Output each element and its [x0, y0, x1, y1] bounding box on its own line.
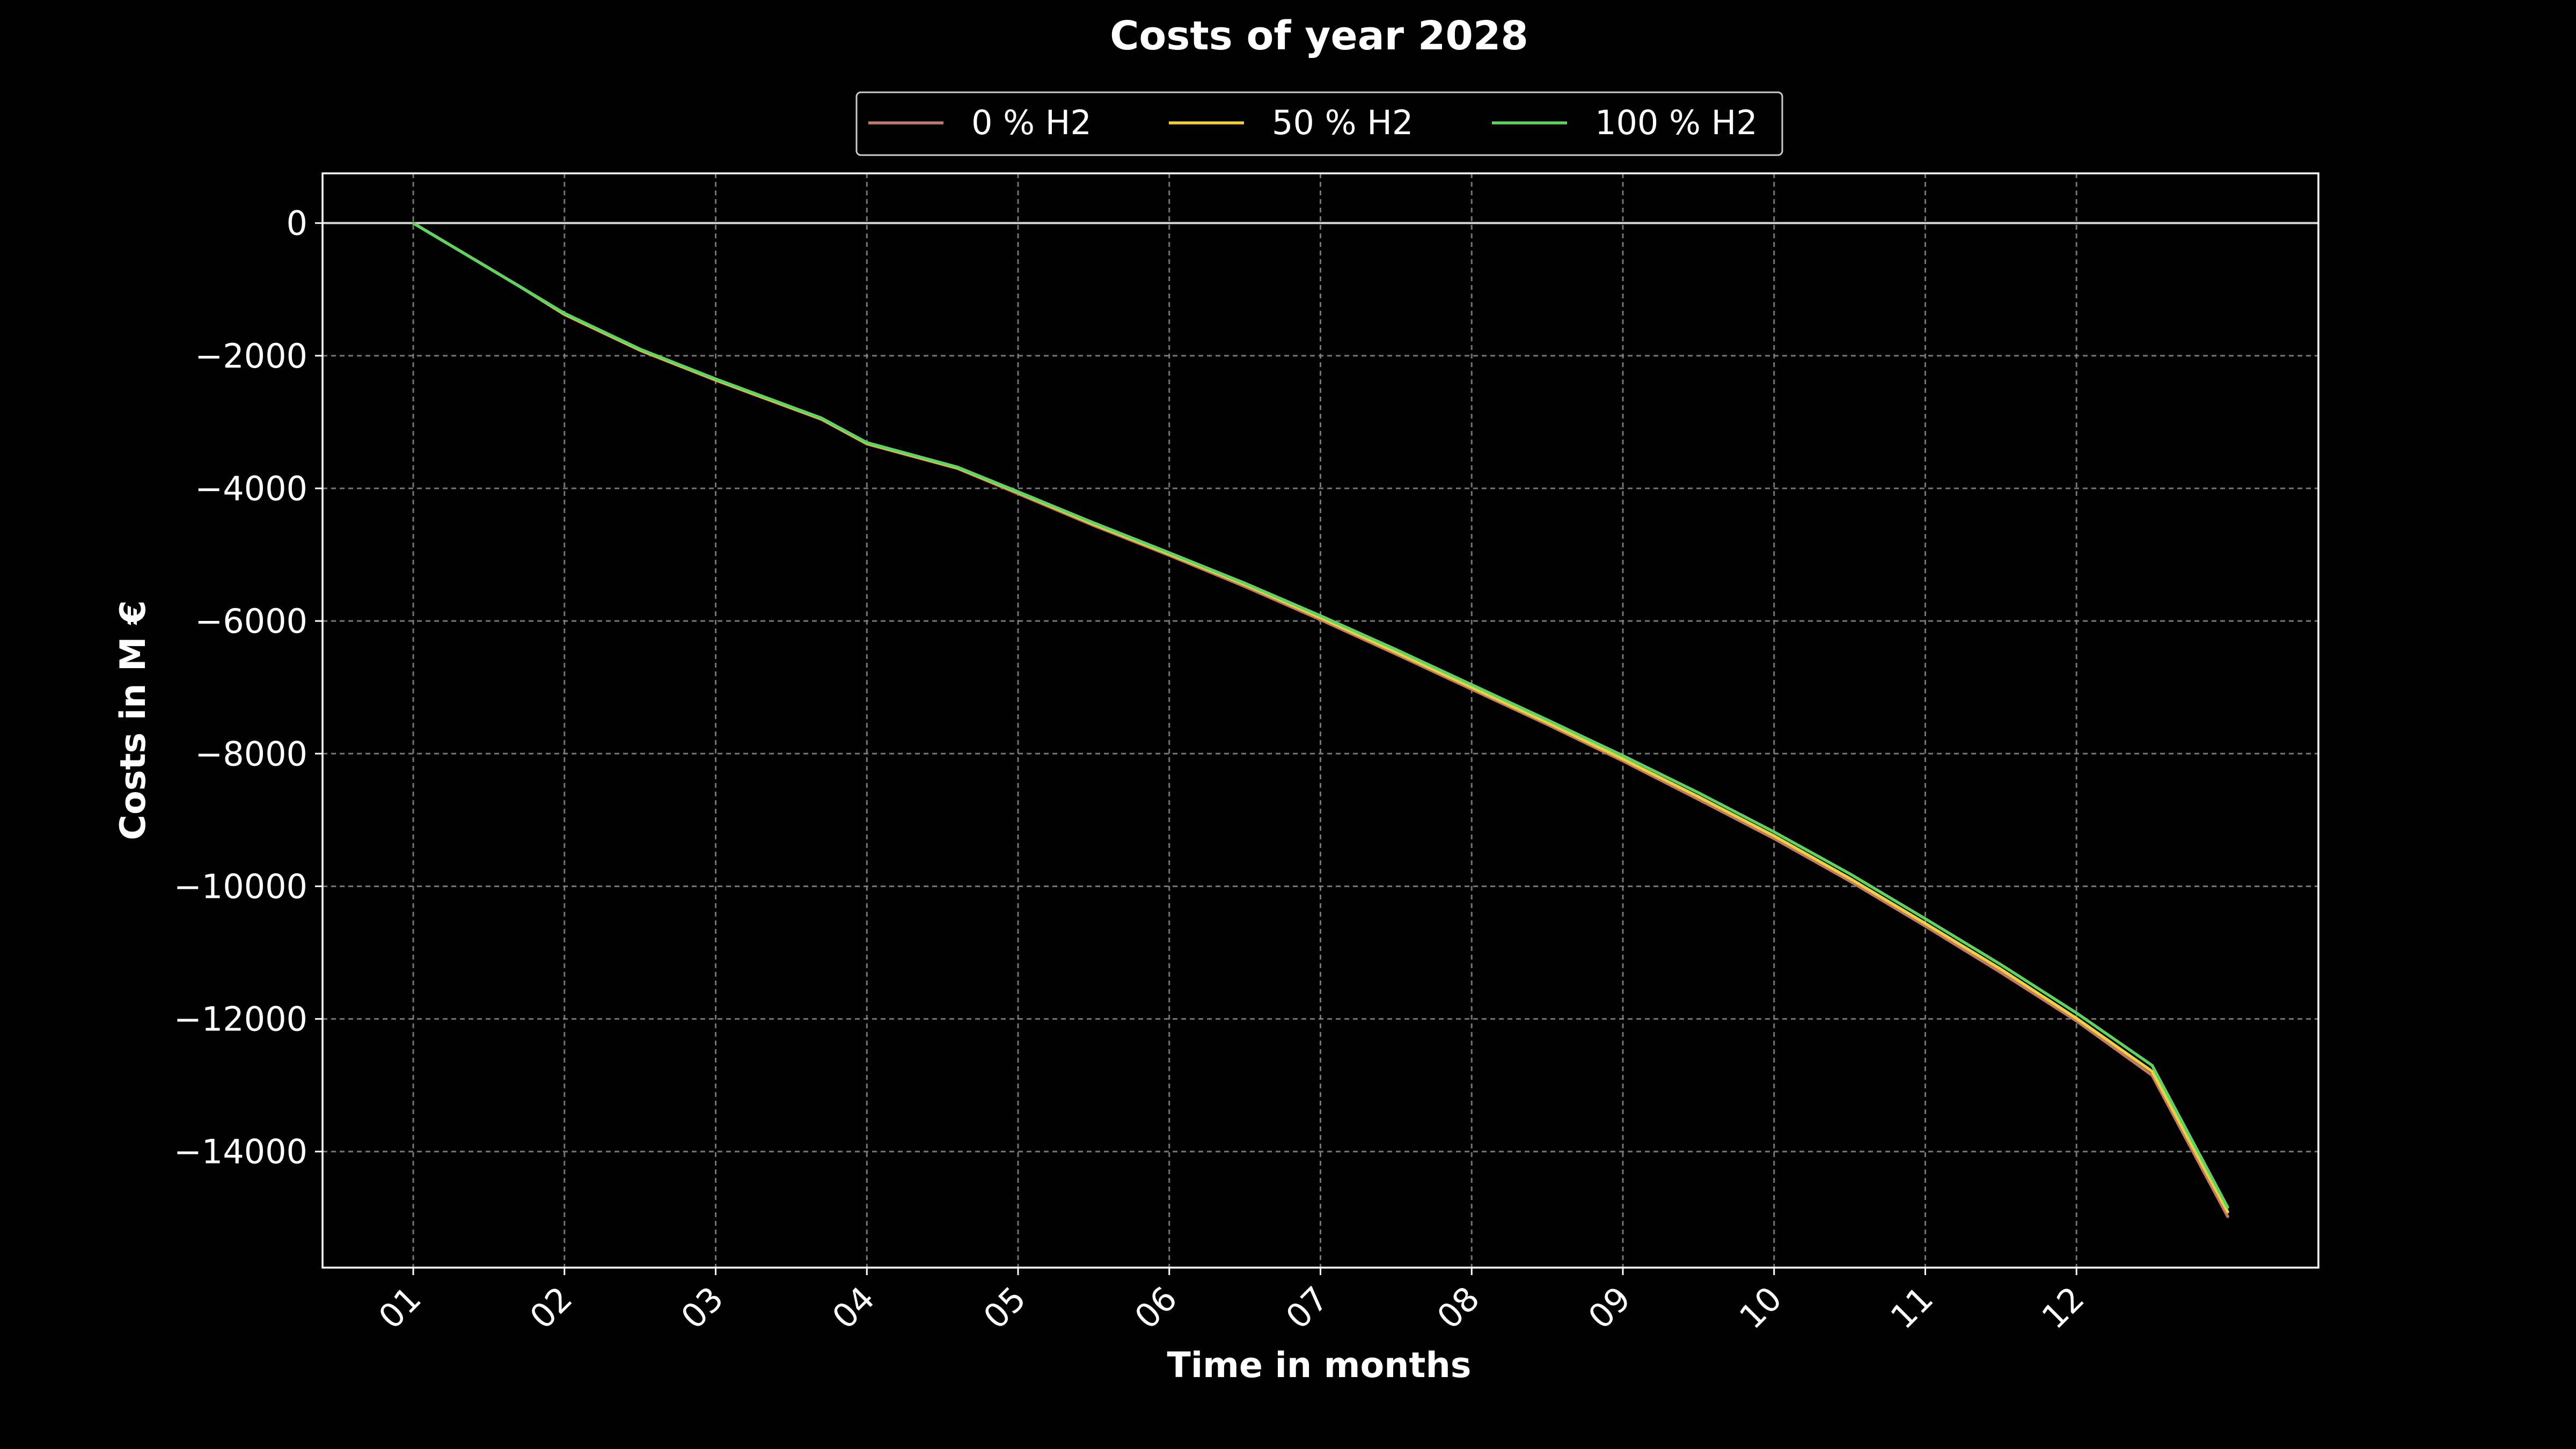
legend: 0 % H2 50 % H2 100 % H2	[855, 91, 1783, 156]
y-tick-label: −6000	[195, 602, 308, 641]
y-tick-label: −8000	[195, 734, 308, 773]
y-tick-label: −10000	[174, 867, 308, 906]
y-tick-label: −4000	[195, 469, 308, 508]
legend-label: 100 % H2	[1595, 103, 1758, 142]
legend-frame	[855, 91, 1783, 156]
legend-label: 0 % H2	[971, 103, 1092, 142]
series-lines	[412, 221, 2229, 1218]
y-axis-ticks: 0 −2000 −4000 −6000 −8000 −10000 −12000 −14000	[174, 204, 323, 1172]
y-axis-label: Costs in M €	[113, 600, 153, 840]
legend-label: 50 % H2	[1272, 103, 1413, 142]
y-tick-label: −2000	[195, 336, 308, 376]
y-tick-label: 0	[287, 204, 308, 243]
x-axis-label: Time in months	[1167, 1345, 1472, 1386]
y-tick-label: −12000	[174, 1000, 308, 1039]
chart-title: Costs of year 2028	[1110, 13, 1528, 59]
series-line-3	[412, 221, 2229, 1209]
legend-items: 0 % H2 50 % H2 100 % H2	[868, 103, 1758, 142]
y-tick-label: −14000	[174, 1132, 308, 1172]
